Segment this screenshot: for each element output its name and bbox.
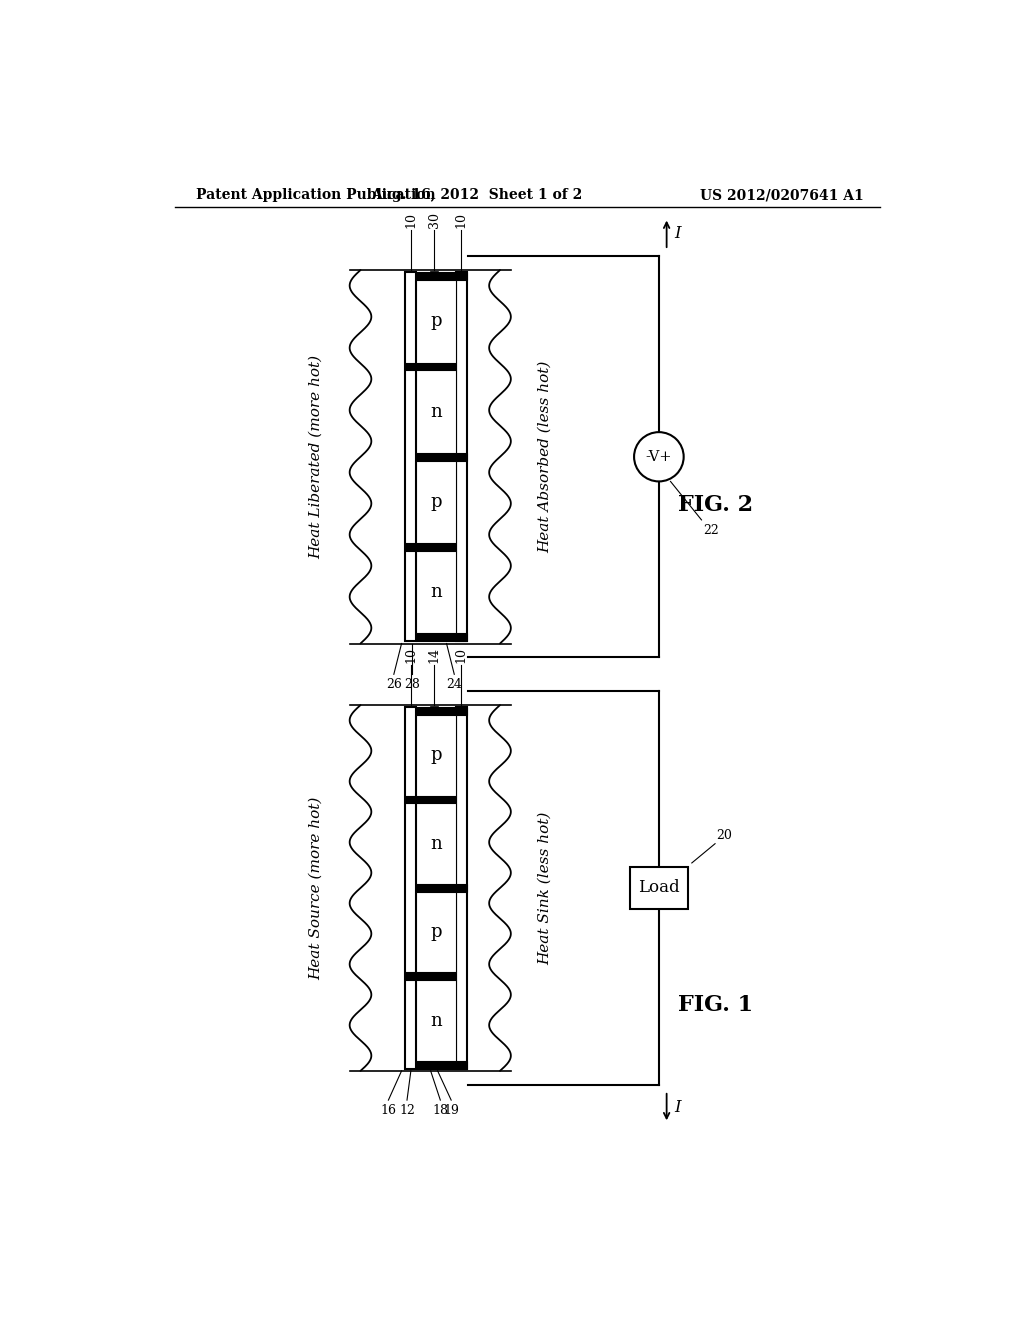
Text: 19: 19 [443, 1104, 459, 1117]
Text: Heat Absorbed (less hot): Heat Absorbed (less hot) [538, 360, 552, 553]
Text: FIG. 2: FIG. 2 [678, 494, 754, 516]
Text: -V+: -V+ [645, 450, 672, 463]
Bar [417, 804, 456, 884]
Bar [456, 272, 467, 642]
Bar [417, 892, 456, 973]
Text: 10: 10 [455, 647, 468, 663]
Bar [417, 715, 456, 796]
Text: 10: 10 [404, 211, 418, 227]
Text: n: n [430, 1011, 442, 1030]
Bar [406, 363, 456, 371]
Text: p: p [430, 313, 441, 330]
Circle shape [634, 432, 684, 482]
Bar [417, 550, 456, 634]
Text: Load: Load [638, 879, 680, 896]
Text: 16: 16 [380, 1104, 396, 1117]
Text: 20: 20 [717, 829, 732, 842]
Text: 22: 22 [703, 524, 719, 537]
Text: n: n [430, 834, 442, 853]
Text: Heat Liberated (more hot): Heat Liberated (more hot) [308, 355, 323, 558]
Bar [417, 634, 467, 642]
Text: Patent Application Publication: Patent Application Publication [197, 189, 436, 202]
Text: 28: 28 [404, 678, 421, 692]
Bar [417, 1061, 467, 1069]
Text: 10: 10 [404, 647, 418, 663]
Bar [630, 867, 688, 909]
Text: US 2012/0207641 A1: US 2012/0207641 A1 [700, 189, 864, 202]
Text: Heat Sink (less hot): Heat Sink (less hot) [538, 812, 552, 965]
Bar [406, 272, 417, 642]
Bar [456, 708, 467, 1069]
Text: FIG. 1: FIG. 1 [678, 994, 754, 1016]
Bar [417, 371, 456, 453]
Bar [417, 981, 456, 1061]
Text: Heat Source (more hot): Heat Source (more hot) [308, 796, 323, 979]
Bar [406, 973, 456, 981]
Text: 26: 26 [386, 678, 401, 692]
Bar [417, 461, 456, 544]
Text: 12: 12 [399, 1104, 415, 1117]
Bar [417, 884, 467, 892]
Text: I: I [675, 226, 681, 243]
Text: I: I [675, 1098, 681, 1115]
Text: p: p [430, 492, 441, 511]
Text: n: n [430, 583, 442, 601]
Bar [417, 708, 467, 715]
Text: 10: 10 [455, 211, 468, 227]
Bar [417, 272, 467, 280]
Bar [431, 708, 437, 1069]
Text: 24: 24 [446, 678, 462, 692]
Bar [406, 708, 417, 1069]
Text: p: p [430, 923, 441, 941]
Text: 30: 30 [428, 211, 440, 227]
Text: Aug. 16, 2012  Sheet 1 of 2: Aug. 16, 2012 Sheet 1 of 2 [371, 189, 583, 202]
Text: 18: 18 [432, 1104, 449, 1117]
Text: p: p [430, 746, 441, 764]
Bar [431, 272, 437, 642]
Bar [417, 280, 456, 363]
Text: n: n [430, 403, 442, 421]
Bar [406, 796, 456, 804]
Text: 14: 14 [428, 647, 440, 663]
Bar [417, 453, 467, 461]
Bar [406, 544, 456, 550]
